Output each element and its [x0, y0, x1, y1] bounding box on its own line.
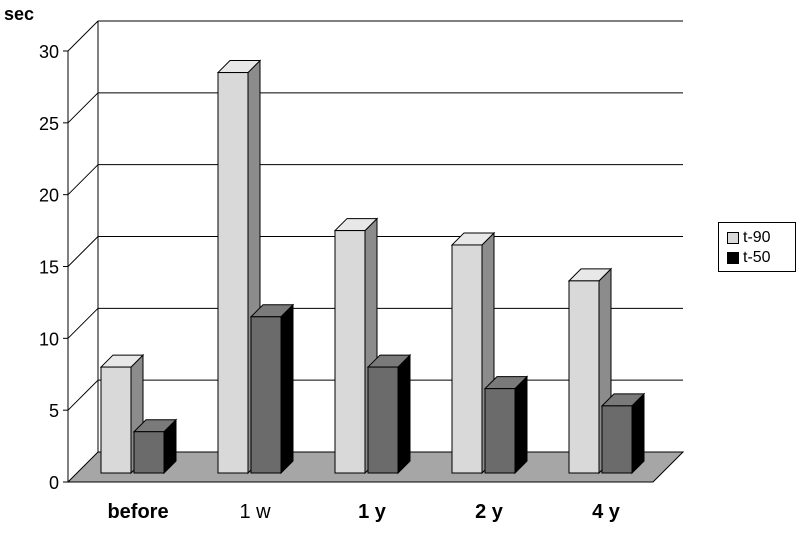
bars — [99, 59, 646, 475]
y-tick-label: 15 — [39, 258, 59, 278]
y-tick-label: 0 — [49, 473, 59, 493]
gridline-side — [67, 92, 99, 124]
bar-t-50-4y — [600, 392, 646, 475]
bar-t-90-1w — [216, 59, 262, 475]
legend-swatch-t-90 — [727, 232, 739, 244]
x-tick-label: 2 y — [475, 501, 504, 523]
y-axis: 0 5 10 15 20 25 30 — [39, 42, 69, 493]
gridline-side — [67, 379, 99, 411]
y-tick-label: 5 — [49, 401, 59, 421]
legend-swatch-t-50 — [727, 252, 739, 264]
gridline-side — [67, 20, 99, 52]
legend-label-t-50: t-50 — [743, 249, 771, 266]
bar-t-50-2y — [483, 375, 529, 475]
legend-label-t-90: t-90 — [743, 229, 771, 246]
category-labels: before 1 w 1 y 2 y 4 y — [107, 501, 620, 523]
y-tick-label: 25 — [39, 114, 59, 134]
x-tick-label: 1 w — [239, 501, 271, 523]
x-tick-label: before — [107, 501, 168, 523]
bar-t-50-1y — [366, 353, 412, 475]
y-tick-label: 20 — [39, 186, 59, 206]
x-tick-label: 1 y — [358, 501, 387, 523]
x-tick-label: 4 y — [592, 501, 621, 523]
gridline-side — [67, 307, 99, 339]
y-axis-label: sec — [4, 4, 34, 24]
legend-item-t-90: t-90 — [727, 229, 771, 247]
bar-t-50-1w — [249, 303, 295, 475]
y-tick-label: 30 — [39, 42, 59, 62]
bar-t-50-before — [132, 418, 178, 475]
gridline-side — [67, 164, 99, 196]
y-tick-label: 10 — [39, 329, 59, 349]
legend-item-t-50: t-50 — [727, 249, 771, 267]
gridline-side — [67, 236, 99, 267]
legend: t-90 t-50 — [718, 222, 796, 272]
